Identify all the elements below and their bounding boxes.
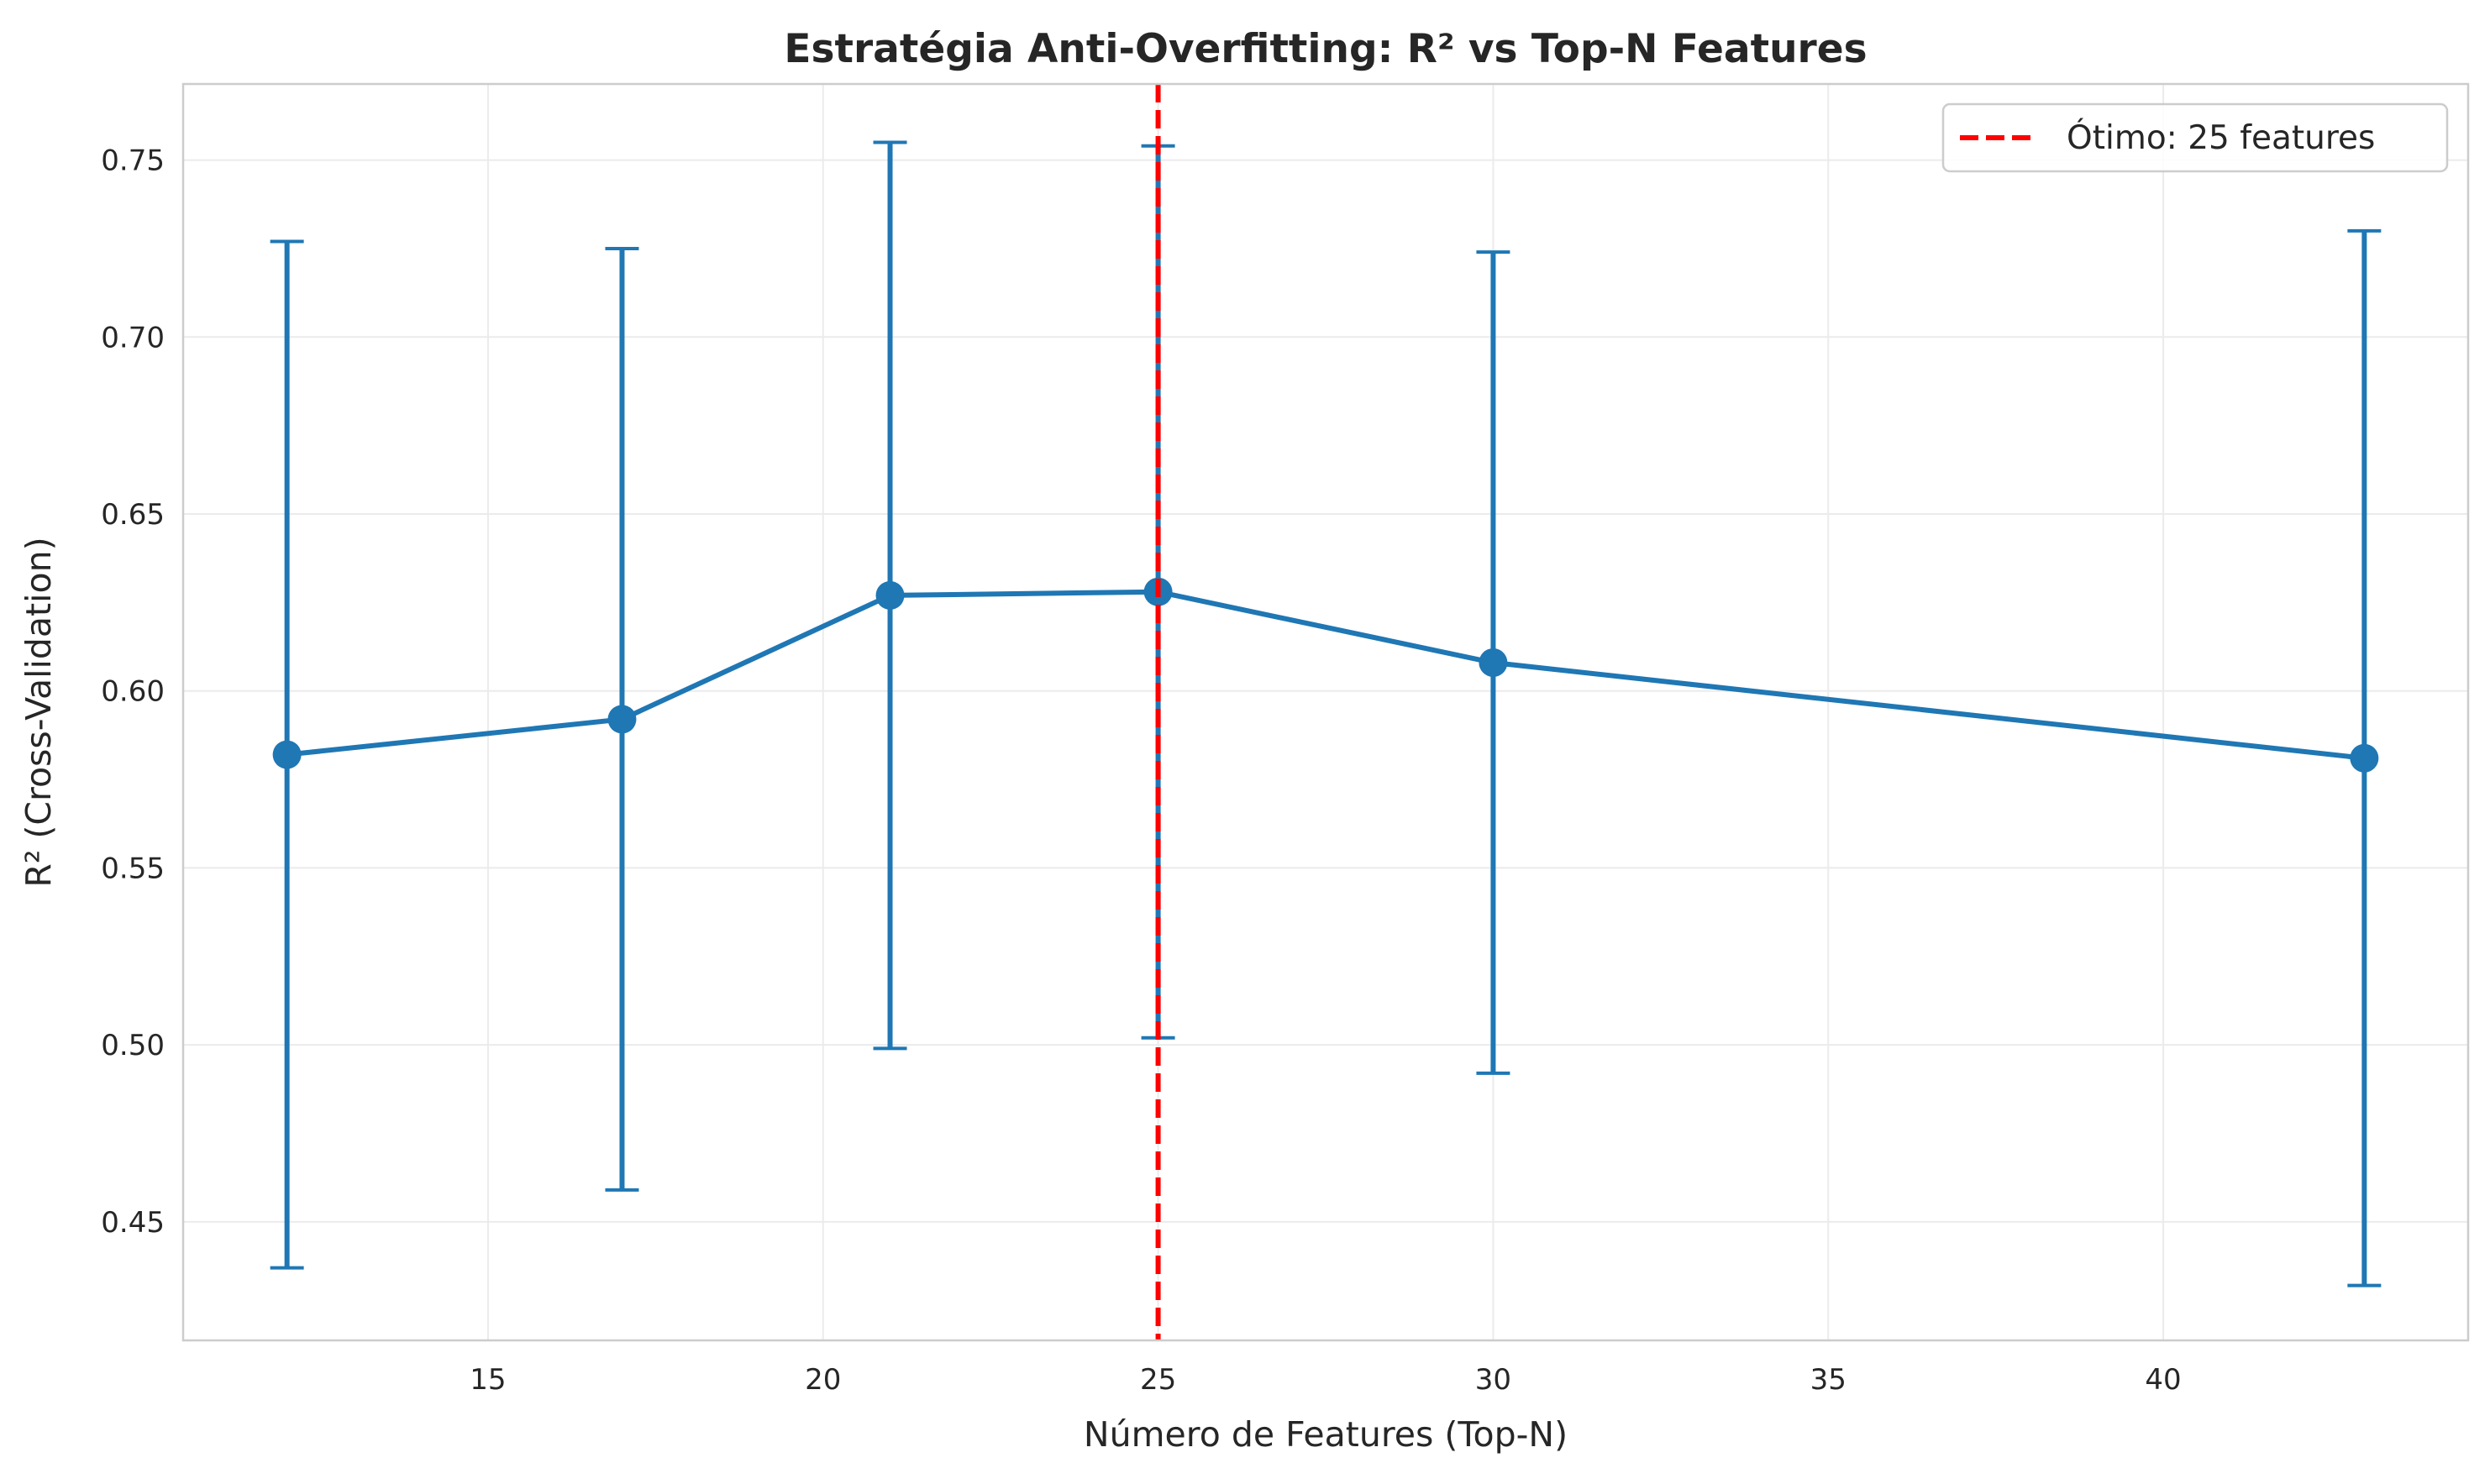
y-tick-label: 0.60	[101, 675, 165, 709]
legend: Ótimo: 25 features	[1941, 102, 2449, 173]
legend-label: Ótimo: 25 features	[2067, 118, 2375, 157]
y-tick-label: 0.45	[101, 1206, 165, 1240]
plot-frame	[181, 82, 2470, 1342]
data-point	[875, 580, 905, 610]
series-line	[286, 589, 2365, 761]
y-tick-label: 0.75	[101, 144, 165, 178]
y-axis-label: R² (Cross-Validation)	[18, 537, 59, 887]
chart-title: Estratégia Anti-Overfitting: R² vs Top-N…	[784, 26, 1867, 72]
x-axis-label: Número de Features (Top-N)	[1084, 1414, 1568, 1455]
data-point	[2350, 743, 2379, 773]
x-tick-label: 25	[1140, 1363, 1176, 1397]
y-tick-label: 0.50	[101, 1029, 165, 1062]
data-point	[607, 705, 637, 734]
x-tick-label: 15	[470, 1363, 506, 1397]
legend-box	[1941, 102, 2449, 173]
x-tick-label: 30	[1475, 1363, 1511, 1397]
x-tick-label: 35	[1810, 1363, 1846, 1397]
y-tick-label: 0.65	[101, 498, 165, 532]
data-point	[272, 740, 302, 769]
y-tick-label: 0.70	[101, 321, 165, 354]
x-tick-label: 20	[805, 1363, 841, 1397]
x-tick-label: 40	[2145, 1363, 2181, 1397]
data-point	[1479, 648, 1508, 678]
y-tick-label: 0.55	[101, 852, 165, 885]
